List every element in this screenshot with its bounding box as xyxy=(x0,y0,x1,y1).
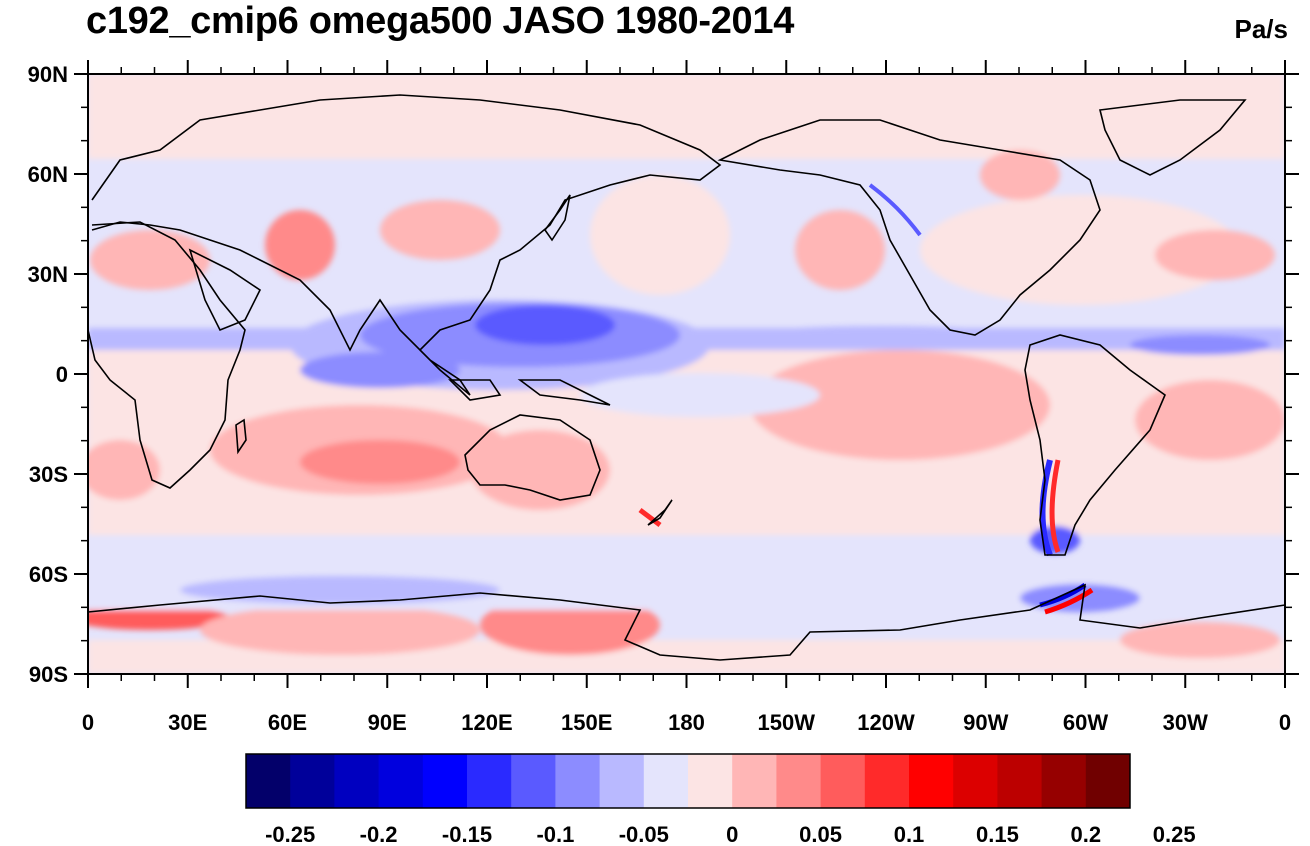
plot-title: c192_cmip6 omega500 JASO 1980-2014 xyxy=(86,0,795,42)
lon-tick-label: 150W xyxy=(758,710,816,735)
lat-tick-label: 0 xyxy=(56,362,68,387)
colorbar-tick-label: 0 xyxy=(726,822,738,846)
colorbar-swatch xyxy=(776,754,822,808)
lat-tick-label: 60S xyxy=(29,562,68,587)
lon-tick-label: 120E xyxy=(461,710,512,735)
colorbar-tick-label: 0.15 xyxy=(976,822,1019,846)
lon-tick-label: 90W xyxy=(963,710,1008,735)
map-axes: 90N 60N 30N 0 30S 60S 90S 0 30E 60E 90E 120E 150E 180… xyxy=(28,60,1299,735)
lon-tick-label: 90E xyxy=(368,710,407,735)
colorbar-swatch xyxy=(599,754,645,808)
colorbar-tick-label: 0.25 xyxy=(1153,822,1196,846)
colorbar-swatch xyxy=(688,754,733,808)
lon-tick-label: 0 xyxy=(1279,710,1291,735)
lon-tick-label: 0 xyxy=(82,710,94,735)
colorbar-tick-label: -0.25 xyxy=(265,822,315,846)
lat-tick-label: 90S xyxy=(29,662,68,687)
colorbar-swatch xyxy=(555,754,601,808)
lon-tick-label: 60E xyxy=(268,710,307,735)
colorbar-swatch xyxy=(820,754,866,808)
lat-tick-label: 90N xyxy=(28,62,68,87)
colorbar-swatch xyxy=(864,754,910,808)
lat-tick-label: 30S xyxy=(29,462,68,487)
lon-tick-label: 60W xyxy=(1063,710,1108,735)
colorbar-tick-label: -0.1 xyxy=(536,822,574,846)
units-label: Pa/s xyxy=(1234,14,1289,44)
colorbar-swatch xyxy=(422,754,468,808)
colorbar-swatch xyxy=(643,754,689,808)
colorbar-tick-label: 0.2 xyxy=(1071,822,1102,846)
colorbar-swatch xyxy=(467,754,512,808)
colorbar-swatch xyxy=(1085,754,1131,808)
colorbar-swatch xyxy=(953,754,998,808)
lat-tick-label: 60N xyxy=(28,162,68,187)
lon-tick-label: 120W xyxy=(857,710,915,735)
colorbar-swatch xyxy=(732,754,777,808)
coastlines xyxy=(88,94,1285,661)
colorbar-tick-label: -0.05 xyxy=(619,822,669,846)
colorbar-swatch xyxy=(246,754,291,808)
colorbar-tick-label: -0.2 xyxy=(360,822,398,846)
lon-tick-label: 30E xyxy=(168,710,207,735)
colorbar-swatch xyxy=(511,754,556,808)
colorbar-swatch xyxy=(1041,754,1087,808)
colorbar-tick-label: -0.15 xyxy=(442,822,492,846)
colorbar: -0.25 -0.2 -0.15 -0.1 -0.05 0 0.05 0.1 0.15 0.2 0.… xyxy=(245,753,1196,846)
omega-field xyxy=(88,74,1285,674)
colorbar-tick-label: 0.1 xyxy=(894,822,925,846)
lon-tick-label: 150E xyxy=(561,710,612,735)
colorbar-frame xyxy=(245,753,1131,809)
lon-tick-label: 180 xyxy=(668,710,705,735)
lon-tick-label: 30W xyxy=(1163,710,1208,735)
colorbar-swatch xyxy=(290,754,335,808)
colorbar-swatch xyxy=(997,754,1043,808)
colorbar-swatch xyxy=(334,754,380,808)
lat-tick-label: 30N xyxy=(28,262,68,287)
colorbar-swatch xyxy=(909,754,954,808)
colorbar-swatch xyxy=(378,754,424,808)
colorbar-tick-label: 0.05 xyxy=(799,822,842,846)
